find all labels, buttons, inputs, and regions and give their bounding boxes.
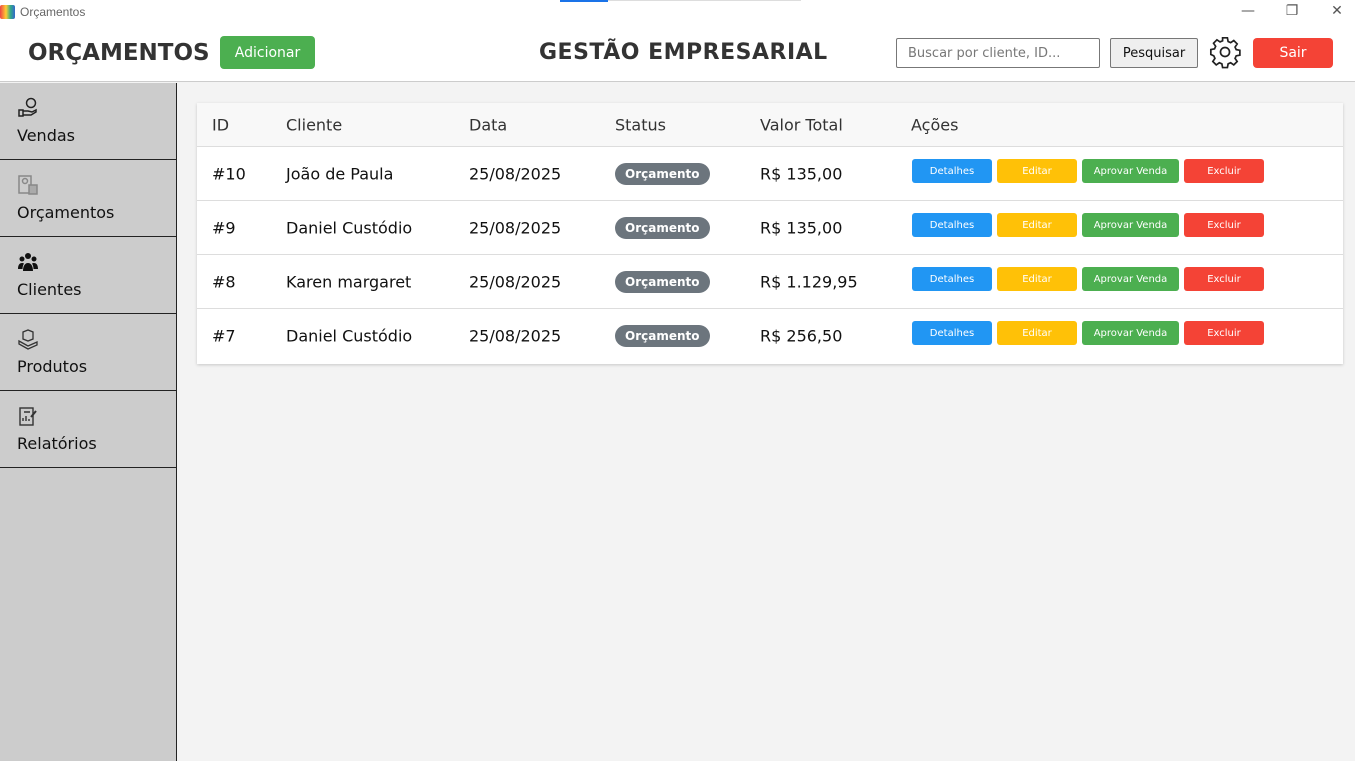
edit-button[interactable]: Editar [997,213,1077,237]
row-id: #9 [212,218,236,237]
report-icon [19,407,37,426]
box-icon [18,329,38,350]
row-date: 25/08/2025 [469,272,562,291]
status-badge: Orçamento [615,216,710,239]
title-bar: Orçamentos — ❐ ✕ [0,0,1355,24]
delete-button[interactable]: Excluir [1184,159,1264,183]
col-date: Data [469,115,508,134]
sidebar-item-label: Clientes [17,280,82,299]
details-button[interactable]: Detalhes [912,159,992,183]
approve-sale-button[interactable]: Aprovar Venda [1082,321,1179,345]
col-id: ID [212,115,230,134]
table-row: #9 Daniel Custódio 25/08/2025 Orçamento … [197,201,1343,255]
sidebar-item-produtos[interactable]: Produtos [0,314,176,391]
window-title: Orçamentos [20,5,86,19]
sidebar-item-vendas[interactable]: Vendas [0,83,176,160]
approve-sale-button[interactable]: Aprovar Venda [1082,213,1179,237]
details-button[interactable]: Detalhes [912,321,992,345]
minimize-icon[interactable]: — [1241,3,1255,19]
row-id: #10 [212,164,246,183]
search-button[interactable]: Pesquisar [1110,38,1198,68]
exit-button[interactable]: Sair [1253,38,1333,68]
row-actions: Detalhes Editar Aprovar Venda Excluir [912,267,1264,291]
gear-icon[interactable] [1208,35,1242,69]
sidebar-item-relatorios[interactable]: Relatórios [0,391,176,468]
sidebar-item-clientes[interactable]: Clientes [0,237,176,314]
col-status: Status [615,115,666,134]
row-total: R$ 135,00 [760,164,843,183]
row-client: Daniel Custódio [286,218,413,237]
add-button[interactable]: Adicionar [220,36,315,69]
close-icon[interactable]: ✕ [1331,3,1343,19]
edit-button[interactable]: Editar [997,267,1077,291]
sidebar-item-orcamentos[interactable]: Orçamentos [0,160,176,237]
search-input[interactable] [896,38,1100,68]
row-actions: Detalhes Editar Aprovar Venda Excluir [912,321,1264,345]
budget-icon [18,175,38,195]
tab-indicator [560,0,608,2]
details-button[interactable]: Detalhes [912,213,992,237]
row-client: Karen margaret [286,272,412,291]
status-badge: Orçamento [615,270,710,293]
delete-button[interactable]: Excluir [1184,267,1264,291]
app-title: GESTÃO EMPRESARIAL [539,40,828,65]
status-badge: Orçamento [615,325,710,347]
edit-button[interactable]: Editar [997,321,1077,345]
row-date: 25/08/2025 [469,164,562,183]
row-id: #8 [212,272,236,291]
header: ORÇAMENTOS Adicionar GESTÃO EMPRESARIAL … [0,24,1355,82]
table-row: #8 Karen margaret 25/08/2025 Orçamento R… [197,255,1343,309]
row-client: João de Paula [286,164,394,183]
sidebar-item-label: Relatórios [17,434,97,453]
sidebar-item-label: Produtos [17,357,88,376]
table-header: ID Cliente Data Status Valor Total Ações [197,103,1343,147]
page-title: ORÇAMENTOS [28,40,210,66]
row-total: R$ 135,00 [760,218,843,237]
delete-button[interactable]: Excluir [1184,213,1264,237]
users-icon [18,253,38,271]
status-badge: Orçamento [615,162,710,185]
row-total: R$ 256,50 [760,326,843,346]
row-date: 25/08/2025 [469,218,562,237]
delete-button[interactable]: Excluir [1184,321,1264,345]
row-client: Daniel Custódio [286,326,413,346]
row-actions: Detalhes Editar Aprovar Venda Excluir [912,159,1264,183]
approve-sale-button[interactable]: Aprovar Venda [1082,159,1179,183]
details-button[interactable]: Detalhes [912,267,992,291]
row-total: R$ 1.129,95 [760,272,858,291]
tab-divider [608,0,801,1]
col-actions: Ações [911,115,959,134]
restore-icon[interactable]: ❐ [1285,3,1299,19]
app-icon [0,5,15,19]
col-client: Cliente [286,115,343,134]
sidebar-item-label: Vendas [17,126,75,145]
hand-coin-icon [18,97,37,117]
sidebar-item-label: Orçamentos [17,203,115,222]
approve-sale-button[interactable]: Aprovar Venda [1082,267,1179,291]
budgets-table: ID Cliente Data Status Valor Total Ações… [197,103,1343,364]
edit-button[interactable]: Editar [997,159,1077,183]
row-actions: Detalhes Editar Aprovar Venda Excluir [912,213,1264,237]
row-date: 25/08/2025 [469,326,562,346]
table-row: #10 João de Paula 25/08/2025 Orçamento R… [197,147,1343,201]
sidebar: Vendas Orçamentos Clientes Produtos Rela… [0,83,177,761]
row-id: #7 [212,326,236,346]
col-total: Valor Total [760,115,843,134]
table-row: #7 Daniel Custódio 25/08/2025 Orçamento … [197,309,1343,363]
